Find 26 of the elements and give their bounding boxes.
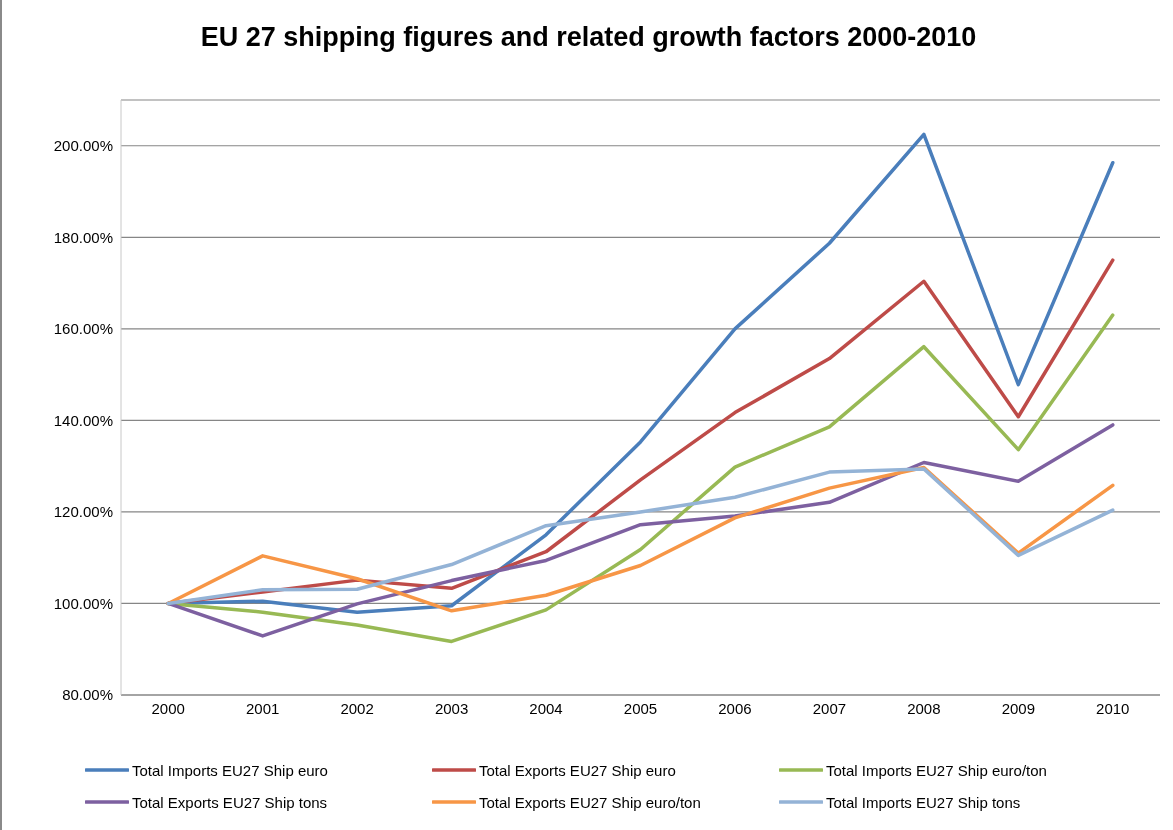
legend-label: Total Imports EU27 Ship euro/ton — [826, 761, 1047, 779]
x-tick-label: 2003 — [434, 699, 469, 717]
legend-label: Total Exports EU27 Ship euro/ton — [479, 793, 701, 811]
chart-title: EU 27 shipping figures and related growth factors 2000-2010 — [199, 22, 978, 53]
x-tick-label: 2007 — [812, 699, 847, 717]
y-tick-label: 180.00% — [53, 228, 113, 246]
x-tick-label: 2009 — [1001, 699, 1036, 717]
y-tick-label: 160.00% — [53, 320, 113, 338]
x-tick-label: 2006 — [718, 699, 752, 717]
x-tick-label: 2001 — [245, 699, 280, 717]
y-tick-label: 200.00% — [53, 137, 113, 155]
x-tick-label: 2002 — [340, 699, 374, 717]
legend-label: Total Imports EU27 Ship tons — [826, 793, 1021, 811]
x-tick-label: 2005 — [623, 699, 658, 717]
legend-label: Total Exports EU27 Ship tons — [132, 793, 328, 811]
x-tick-label: 2000 — [151, 699, 185, 717]
x-tick-label: 2010 — [1096, 699, 1130, 717]
legend-label: Total Exports EU27 Ship euro — [479, 761, 676, 779]
y-tick-label: 100.00% — [53, 594, 113, 612]
line-series — [166, 423, 1115, 638]
y-tick-label: 80.00% — [62, 686, 113, 704]
x-tick-label: 2004 — [529, 699, 563, 717]
y-tick-label: 140.00% — [53, 411, 113, 429]
legend-label: Total Imports EU27 Ship euro — [132, 761, 328, 779]
x-tick-label: 2008 — [907, 699, 941, 717]
y-tick-label: 120.00% — [53, 503, 113, 521]
